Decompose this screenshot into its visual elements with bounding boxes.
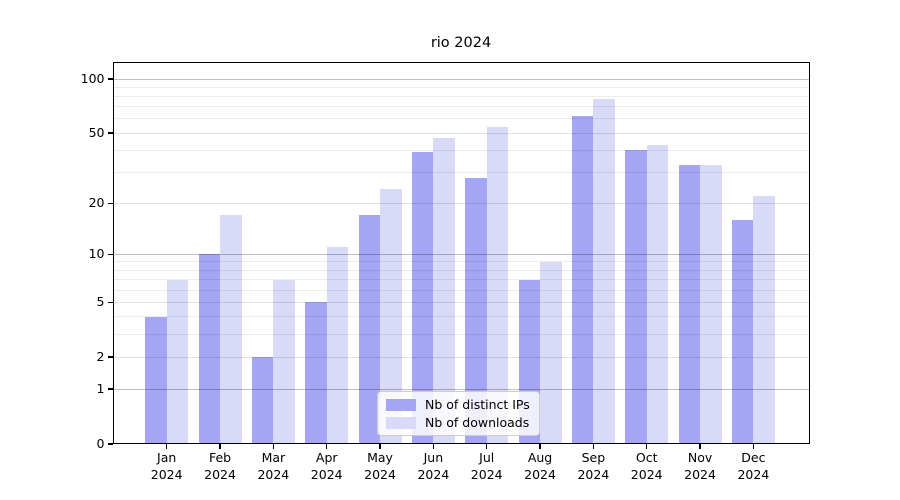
- x-tick-label: May 2024: [364, 450, 396, 482]
- x-tick-mark: [646, 444, 648, 449]
- y-tick-label: 50: [88, 125, 105, 141]
- y-tick-mark: [107, 301, 113, 303]
- x-tick-label: Jul 2024: [470, 450, 503, 482]
- gridline-labeled: [112, 301, 810, 303]
- y-tick-label: 5: [96, 294, 105, 310]
- bar-ips-jul: [465, 177, 487, 444]
- bar-downloads-oct: [646, 144, 669, 444]
- gridline-labeled: [112, 132, 810, 134]
- y-tick-mark: [107, 78, 113, 80]
- x-tick-mark: [272, 444, 275, 449]
- gridline-minor: [112, 106, 810, 108]
- x-tick-mark: [592, 444, 595, 449]
- y-tick-label: 2: [96, 349, 105, 365]
- chart-title: rio 2024: [430, 35, 492, 51]
- x-tick-label: Oct 2024: [630, 450, 663, 482]
- legend-swatch-downloads: [386, 416, 416, 429]
- y-tick-label: 1: [96, 381, 105, 397]
- gridline-minor: [112, 279, 810, 281]
- bar-ips-nov: [678, 165, 701, 444]
- bar-downloads-mar: [273, 279, 295, 444]
- gridline-major: [112, 388, 810, 390]
- x-tick-mark: [219, 444, 221, 449]
- gridline-minor: [112, 333, 810, 335]
- bar-ips-may: [358, 215, 381, 444]
- y-tick-label: 20: [88, 195, 105, 211]
- x-tick-label: Sep 2024: [577, 450, 610, 482]
- bar-downloads-jan: [166, 279, 189, 444]
- legend-label-ips: Nb of distinct IPs: [425, 397, 530, 412]
- bar-downloads-jun: [433, 137, 455, 444]
- gridline-minor: [112, 171, 810, 173]
- y-tick-mark: [107, 356, 113, 358]
- bar-ips-jan: [145, 316, 167, 444]
- x-tick-label: Aug 2024: [524, 450, 556, 482]
- x-tick-mark: [752, 444, 755, 449]
- legend-item-downloads: Nb of downloads: [386, 415, 530, 430]
- y-tick-mark: [107, 388, 113, 390]
- gridline-minor: [112, 86, 810, 88]
- bar-downloads-sep: [593, 99, 615, 444]
- x-tick-mark: [486, 444, 488, 449]
- x-tick-mark: [432, 444, 435, 449]
- bar-ips-jun: [411, 152, 434, 444]
- gridline-minor: [112, 95, 810, 97]
- x-tick-label: Jan 2024: [150, 450, 183, 482]
- bar-downloads-may: [380, 189, 402, 444]
- x-tick-label: Apr 2024: [310, 450, 343, 482]
- gridline-minor: [112, 118, 810, 120]
- y-tick-label: 10: [88, 246, 105, 262]
- legend-item-ips: Nb of distinct IPs: [386, 397, 530, 412]
- bar-downloads-jul: [486, 127, 509, 444]
- gridline-minor: [112, 149, 810, 151]
- x-tick-label: Nov 2024: [684, 450, 716, 482]
- x-tick-label: Mar 2024: [257, 450, 290, 482]
- x-tick-label: Feb 2024: [204, 450, 236, 482]
- gridline-minor: [112, 261, 810, 263]
- y-tick-label: 0: [96, 436, 105, 451]
- gridline-labeled: [112, 356, 810, 358]
- gridline-major: [112, 253, 810, 255]
- x-tick-mark: [166, 444, 168, 449]
- x-tick-mark: [326, 444, 328, 449]
- bar-downloads-nov: [700, 165, 722, 444]
- x-tick-label: Dec 2024: [737, 450, 770, 482]
- bar-ips-feb: [198, 254, 221, 444]
- x-tick-mark: [379, 444, 381, 449]
- legend-swatch-ips: [386, 398, 416, 411]
- bar-ips-sep: [571, 116, 594, 444]
- gridline-labeled: [112, 202, 810, 204]
- y-tick-mark: [107, 443, 113, 445]
- y-tick-mark: [107, 253, 113, 256]
- bar-ips-oct: [625, 150, 647, 444]
- x-tick-label: Jun 2024: [417, 450, 450, 482]
- bar-ips-dec: [731, 219, 754, 444]
- gridline-minor: [112, 289, 810, 291]
- legend: Nb of distinct IPs Nb of downloads: [377, 391, 540, 436]
- y-tick-mark: [107, 202, 113, 204]
- y-tick-mark: [107, 132, 113, 134]
- x-tick-mark: [699, 444, 701, 449]
- legend-label-downloads: Nb of downloads: [425, 415, 530, 430]
- plot-area: [112, 62, 810, 444]
- bar-ips-apr: [305, 302, 327, 444]
- bar-downloads-apr: [326, 247, 349, 444]
- bar-downloads-feb: [220, 215, 242, 444]
- y-tick-label: 100: [80, 71, 105, 86]
- x-tick-mark: [539, 444, 541, 449]
- bar-ips-mar: [251, 357, 274, 444]
- gridline-minor: [112, 269, 810, 271]
- bar-downloads-dec: [753, 196, 775, 444]
- gridline-minor: [112, 316, 810, 318]
- bar-downloads-aug: [540, 261, 562, 444]
- gridline-major: [112, 78, 810, 80]
